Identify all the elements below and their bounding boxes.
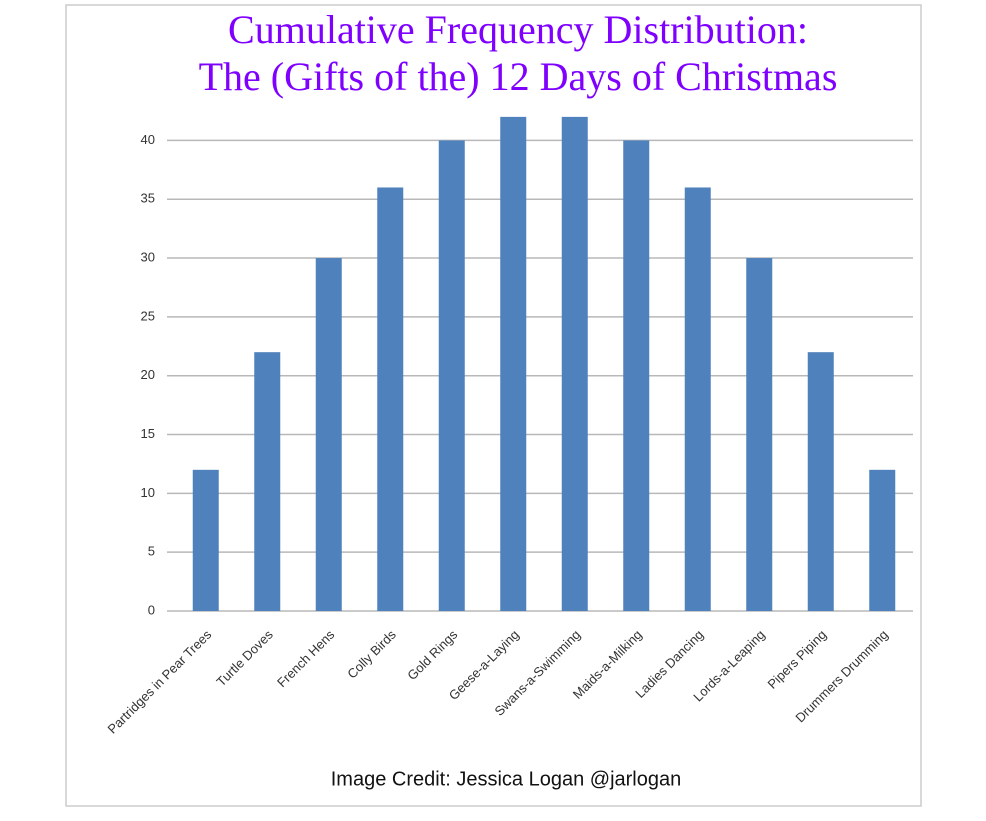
bar <box>377 187 404 611</box>
bar <box>254 352 281 611</box>
bar <box>315 258 342 611</box>
y-tick-label: 40 <box>141 132 155 147</box>
y-tick-label: 30 <box>141 249 155 264</box>
y-tick-label: 10 <box>141 485 155 500</box>
bar <box>500 116 527 611</box>
bar <box>684 187 711 611</box>
bar <box>623 140 650 612</box>
image-credit: Image Credit: Jessica Logan @jarlogan <box>331 768 682 790</box>
chart-title: Cumulative Frequency Distribution: <box>228 7 808 52</box>
bar <box>807 352 834 611</box>
frame <box>65 4 922 807</box>
bar <box>438 140 465 612</box>
bar <box>192 469 219 611</box>
y-tick-label: 5 <box>148 544 155 559</box>
chart-subtitle: The (Gifts of the) 12 Days of Christmas <box>199 54 838 99</box>
bar <box>869 469 896 611</box>
bar <box>746 258 773 611</box>
bar <box>561 116 588 611</box>
y-tick-label: 15 <box>141 426 155 441</box>
y-tick-label: 35 <box>141 191 155 206</box>
y-tick-label: 25 <box>141 308 155 323</box>
y-tick-label: 0 <box>148 602 155 617</box>
y-tick-label: 20 <box>141 367 155 382</box>
